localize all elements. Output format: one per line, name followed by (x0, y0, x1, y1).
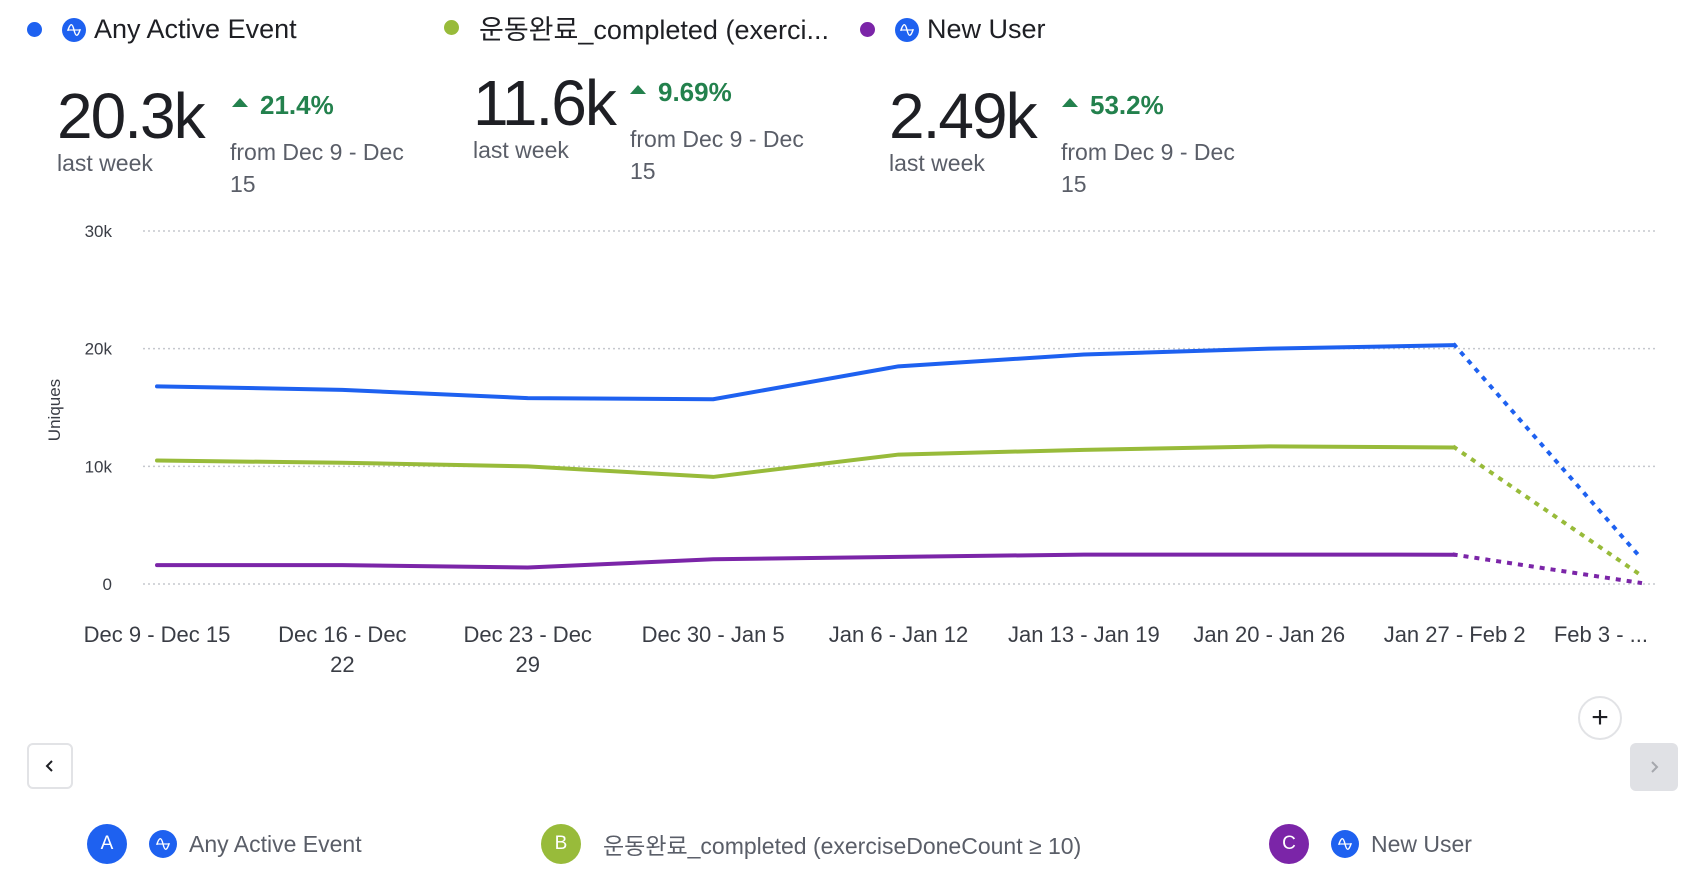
series-incomplete-segment[interactable] (1451, 444, 1643, 578)
metric-any-active-event: 20.3k last week 21.4% from Dec 9 - Dec 1… (57, 80, 404, 197)
comparison-line-1: from Dec 9 - Dec (1061, 139, 1235, 165)
line-chart: 0 10k 20k 30k Uniques Dec 9 - Dec 15 Dec 16 … (45, 222, 1655, 677)
bottom-legend-label: Any Active Event (189, 830, 362, 857)
top-legend-label: 운동완료_completed (exerci... (479, 15, 829, 45)
metric-exercise-completed: 11.6k last week 9.69% from Dec 9 - Dec 1… (473, 67, 804, 184)
bottom-legend-label: New User (1371, 830, 1472, 857)
metric-delta: 21.4% (232, 90, 334, 121)
gridlines (143, 230, 1655, 585)
metric-delta-value: 53.2% (1090, 90, 1164, 120)
metric-period: last week (473, 137, 569, 163)
metric-period: last week (57, 150, 153, 176)
x-tick-label: Dec 30 - Jan 5 (642, 622, 785, 647)
y-tick-label: 10k (85, 457, 113, 476)
chevron-left-icon (45, 760, 53, 772)
comparison-line-2: 15 (1061, 171, 1087, 197)
metric-value: 20.3k (57, 80, 206, 152)
series-line[interactable] (155, 444, 1457, 479)
top-legend-item-a[interactable]: Any Active Event (27, 14, 297, 45)
comparison-line-2: 15 (230, 171, 256, 197)
x-tick-label: Dec 9 - Dec 15 (84, 622, 231, 647)
metric-value: 2.49k (889, 80, 1038, 152)
up-arrow-icon (1062, 98, 1078, 107)
x-axis-ticks: Dec 9 - Dec 15 Dec 16 - Dec 22 Dec 23 - Dec… (84, 622, 1648, 677)
add-annotation-button[interactable]: + (1578, 696, 1622, 740)
top-legend-label: New User (927, 14, 1046, 44)
x-tick-label: Dec 16 - Dec 22 (278, 622, 406, 677)
series-incomplete-segment[interactable] (1451, 342, 1643, 560)
x-tick-label: Feb 3 - ... (1554, 622, 1648, 647)
legend-next-button[interactable] (1630, 743, 1678, 791)
comparison-line-1: from Dec 9 - Dec (230, 139, 404, 165)
amplitude-event-icon (895, 17, 919, 42)
plus-icon: + (1591, 701, 1609, 734)
series-line[interactable] (155, 343, 1457, 402)
up-arrow-icon (630, 85, 646, 94)
x-tick-label: Jan 13 - Jan 19 (1008, 622, 1160, 647)
y-tick-label: 20k (85, 340, 113, 359)
x-tick-label: Jan 27 - Feb 2 (1384, 622, 1526, 647)
chevron-right-icon (1651, 761, 1659, 773)
metric-delta: 9.69% (630, 77, 732, 108)
series-letter-badge: A (87, 824, 127, 864)
series-lines (155, 342, 1643, 586)
series-b (155, 444, 1643, 578)
x-tick-label: Jan 6 - Jan 12 (829, 622, 968, 647)
up-arrow-icon (232, 98, 248, 107)
bottom-legend-label: 운동완료_completed (exerciseDoneCount ≥ 10) (603, 833, 1082, 859)
y-axis-ticks: 0 10k 20k 30k (85, 222, 113, 594)
metric-comparison: from Dec 9 - Dec 15 (230, 136, 430, 200)
top-legend-item-b[interactable]: 운동완료_completed (exerci... (444, 8, 829, 47)
series-letter-badge: B (541, 824, 581, 864)
top-legend-item-c[interactable]: New User (860, 14, 1046, 45)
metric-comparison: from Dec 9 - Dec 15 (1061, 136, 1261, 200)
comparison-line-1: from Dec 9 - Dec (630, 126, 804, 152)
series-color-dot (444, 20, 459, 35)
metric-comparison: from Dec 9 - Dec 15 (630, 123, 830, 187)
metric-value: 11.6k (473, 67, 617, 139)
y-axis-title: Uniques (45, 379, 64, 441)
series-incomplete-segment[interactable] (1452, 552, 1643, 586)
y-tick-label: 0 (103, 575, 112, 594)
bottom-legend-item-b[interactable]: B 운동완료_completed (exerciseDoneCount ≥ 10… (541, 824, 1081, 864)
metric-delta-value: 21.4% (260, 90, 334, 120)
amplitude-event-icon (149, 830, 177, 858)
metric-delta-value: 9.69% (658, 77, 732, 107)
bottom-legend-item-c[interactable]: C New User (1269, 824, 1472, 864)
series-color-dot (27, 22, 42, 37)
metric-delta: 53.2% (1062, 90, 1164, 121)
series-color-dot (860, 22, 875, 37)
amplitude-event-icon (62, 17, 86, 42)
metric-new-user: 2.49k last week 53.2% from Dec 9 - Dec 1… (889, 80, 1235, 197)
bottom-legend-item-a[interactable]: A Any Active Event (87, 824, 362, 864)
y-tick-label: 30k (85, 222, 113, 241)
amplitude-event-icon (1331, 830, 1359, 858)
x-tick-label: Dec 23 - Dec 29 (464, 622, 592, 677)
series-letter-badge: C (1269, 824, 1309, 864)
comparison-line-2: 15 (630, 158, 656, 184)
metric-period: last week (889, 150, 985, 176)
x-tick-label: Jan 20 - Jan 26 (1193, 622, 1345, 647)
series-a (155, 342, 1643, 560)
legend-prev-button[interactable] (27, 743, 73, 789)
series-line[interactable] (155, 552, 1457, 570)
series-c (155, 552, 1643, 586)
top-legend-label: Any Active Event (94, 14, 297, 44)
